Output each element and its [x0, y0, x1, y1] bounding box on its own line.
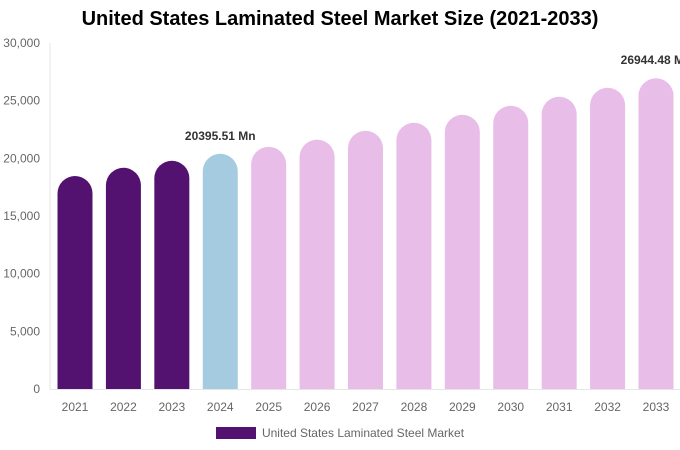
y-tick-label: 20,000 [3, 151, 40, 165]
legend: United States Laminated Steel Market [0, 426, 680, 440]
x-tick-label: 2032 [594, 400, 621, 414]
x-tick-label: 2021 [62, 400, 89, 414]
bar-2030 [493, 105, 529, 389]
bar-2029 [444, 114, 480, 389]
legend-swatch [215, 427, 256, 439]
x-tick-label: 2023 [158, 400, 185, 414]
bar-2028 [396, 122, 432, 389]
x-tick-label: 2027 [352, 400, 379, 414]
x-tick-label: 2026 [304, 400, 331, 414]
x-tick-label: 2031 [546, 400, 573, 414]
x-tick-label: 2029 [449, 400, 476, 414]
bar-2027 [348, 130, 383, 389]
y-tick-label: 15,000 [3, 209, 40, 223]
x-tick-label: 2033 [643, 400, 670, 414]
bar-2024 [202, 153, 238, 389]
x-tick-label: 2022 [110, 400, 137, 414]
bar-2022 [105, 167, 141, 389]
x-tick-label: 2025 [255, 400, 282, 414]
bar-2025 [251, 146, 287, 389]
bar-2031 [541, 96, 577, 389]
bar-2033 [638, 78, 674, 390]
legend-label: United States Laminated Steel Market [261, 426, 465, 440]
y-tick-label: 10,000 [3, 267, 40, 281]
bar-2023 [154, 160, 190, 389]
y-tick-label: 0 [33, 382, 40, 396]
x-tick-label: 2028 [401, 400, 428, 414]
y-tick-label: 25,000 [3, 94, 40, 108]
data-label-2024: 20395.51 Mn [185, 129, 256, 143]
bar-2026 [299, 139, 335, 389]
bar-2021 [57, 175, 93, 389]
bar-2032 [590, 87, 626, 390]
x-tick-label: 2030 [497, 400, 524, 414]
data-label-2033: 26944.48 Mn [621, 53, 680, 67]
y-tick-label: 5,000 [10, 324, 40, 338]
chart-title: United States Laminated Steel Market Siz… [81, 8, 599, 30]
x-tick-label: 2024 [207, 400, 234, 414]
y-tick-label: 30,000 [3, 36, 40, 50]
